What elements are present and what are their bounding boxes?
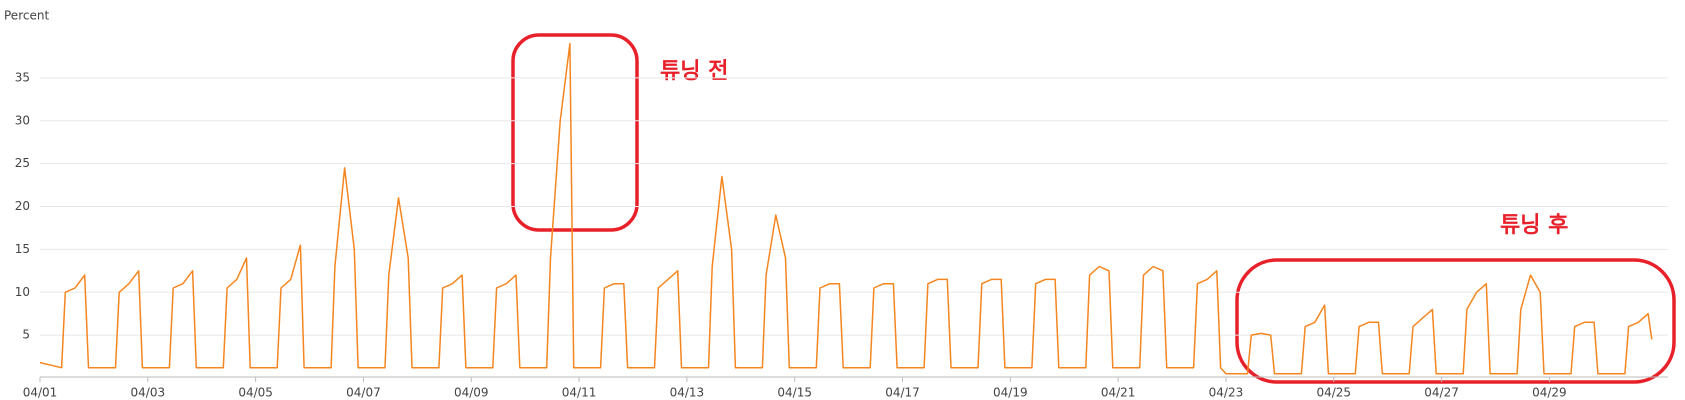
x-tick-label: 04/23 bbox=[1209, 386, 1244, 400]
y-tick-label: 10 bbox=[15, 285, 30, 299]
y-tick-label: 15 bbox=[15, 242, 30, 256]
y-tick-label: 30 bbox=[15, 113, 30, 127]
y-axis-label: Percent bbox=[4, 9, 49, 23]
x-tick-label: 04/15 bbox=[777, 386, 812, 400]
x-tick-label: 04/11 bbox=[562, 386, 597, 400]
highlight-box bbox=[511, 33, 639, 232]
x-tick-label: 04/17 bbox=[885, 386, 920, 400]
annotation: 튜닝 전 bbox=[660, 59, 728, 84]
y-tick-label: 5 bbox=[22, 328, 30, 342]
x-tick-label: 04/29 bbox=[1532, 386, 1567, 400]
x-tick-label: 04/27 bbox=[1424, 386, 1459, 400]
x-tick-label: 04/21 bbox=[1101, 386, 1136, 400]
x-tick-label: 04/01 bbox=[23, 386, 58, 400]
y-tick-label: 20 bbox=[15, 199, 30, 213]
highlight-box bbox=[1235, 258, 1676, 384]
x-tick-label: 04/19 bbox=[993, 386, 1028, 400]
x-tick-label: 04/25 bbox=[1316, 386, 1351, 400]
x-tick-label: 04/07 bbox=[346, 386, 381, 400]
annotation: 튜닝 후 bbox=[1500, 213, 1568, 238]
x-tick-label: 04/03 bbox=[131, 386, 166, 400]
y-tick-label: 25 bbox=[15, 156, 30, 170]
data-line bbox=[39, 42, 1653, 375]
x-tick-label: 04/09 bbox=[454, 386, 489, 400]
y-tick-label: 35 bbox=[15, 70, 30, 84]
x-tick-label: 04/13 bbox=[670, 386, 705, 400]
x-tick-label: 04/05 bbox=[238, 386, 273, 400]
